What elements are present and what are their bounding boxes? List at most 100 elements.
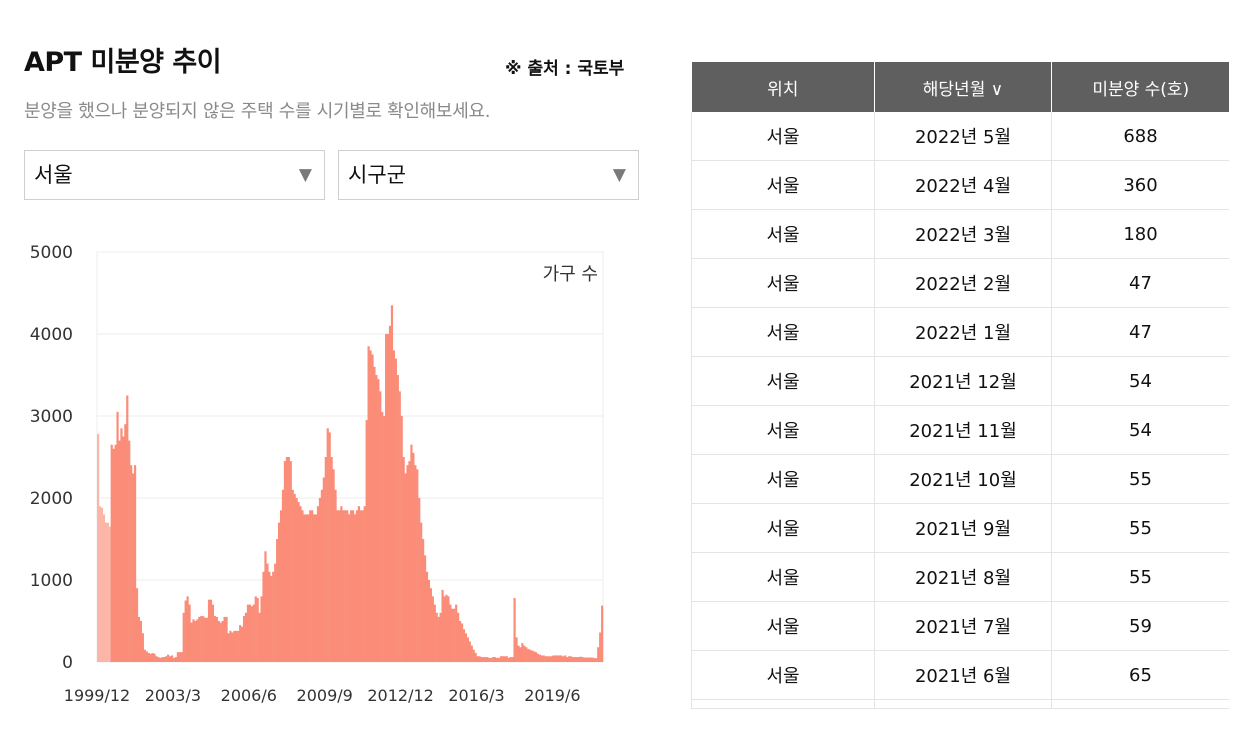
table-cell: 서울 [691, 307, 875, 357]
bar [581, 657, 584, 662]
bar [239, 625, 242, 662]
chart-bars [97, 305, 604, 662]
bar [149, 653, 152, 662]
bar [198, 616, 201, 662]
bar [476, 656, 479, 662]
bar [248, 604, 251, 662]
bar [313, 514, 316, 662]
bar [272, 571, 275, 662]
x-tick-label: 2003/3 [145, 686, 201, 705]
bar [281, 489, 285, 662]
bar [402, 457, 405, 662]
bar [385, 334, 388, 662]
bar [569, 656, 573, 662]
bar [507, 657, 510, 662]
x-tick-label: 2006/6 [221, 686, 277, 705]
bar [359, 510, 362, 662]
bar [229, 630, 232, 662]
bar [231, 632, 234, 662]
bar [260, 596, 263, 662]
bar [425, 571, 429, 662]
bar [237, 630, 240, 662]
bar [147, 652, 150, 662]
bar [422, 539, 425, 662]
table-row: 서울 2022년 4월 360 [691, 160, 1229, 210]
bar [204, 617, 207, 662]
bar [130, 465, 133, 662]
bar [453, 608, 456, 662]
bar [437, 616, 440, 662]
bar [291, 489, 294, 662]
bar [159, 657, 162, 662]
bar [404, 473, 407, 662]
table-cell: 54 [1051, 356, 1229, 406]
bar [227, 633, 230, 662]
bar [593, 658, 596, 662]
table-cell: 서울 [691, 258, 875, 308]
bar [118, 440, 121, 662]
bar [466, 637, 469, 662]
bar [412, 452, 415, 662]
bar [336, 510, 339, 662]
bar [398, 391, 401, 662]
bar [132, 473, 135, 662]
bar [141, 633, 144, 662]
table-cell: 서울 [691, 699, 875, 708]
bar [348, 514, 351, 662]
bar [143, 649, 146, 662]
bar [202, 616, 205, 662]
table-cell: 2022년 5월 [874, 112, 1052, 161]
bar [431, 596, 434, 662]
table-row: 서울 2022년 3월 180 [691, 209, 1229, 259]
bar [213, 616, 216, 662]
bar [509, 657, 512, 662]
region-select[interactable]: 서울 ▼ [24, 150, 325, 200]
bar [303, 514, 306, 662]
bar [128, 440, 131, 662]
bar [120, 428, 123, 662]
table-cell [1051, 699, 1229, 708]
bar [408, 461, 411, 662]
bar [264, 551, 267, 662]
bar [108, 526, 111, 662]
bar [527, 648, 530, 662]
bar [495, 657, 499, 662]
bar [542, 655, 545, 662]
table-cell: 47 [1051, 307, 1229, 357]
bar [188, 604, 191, 662]
bar [457, 612, 460, 662]
bar [244, 612, 248, 662]
bar [589, 657, 592, 662]
bar [447, 596, 450, 662]
bar [126, 395, 129, 662]
bar [124, 424, 127, 662]
bar [135, 588, 139, 662]
bar [104, 522, 107, 662]
bar [361, 510, 364, 662]
table-cell: 2022년 3월 [874, 209, 1052, 259]
sort-header-date[interactable]: 해당년월 ∨ [874, 62, 1052, 112]
bar [548, 656, 551, 662]
table-cell: 2022년 4월 [874, 160, 1052, 210]
bar [497, 657, 501, 662]
bar [242, 616, 246, 662]
table-cell: 2022년 1월 [874, 307, 1052, 357]
bar [503, 656, 506, 662]
bar [575, 657, 578, 662]
bar [167, 654, 170, 662]
table-cell: 서울 [691, 405, 875, 455]
district-select[interactable]: 시구군 ▼ [338, 150, 639, 200]
y-tick-label: 4000 [30, 325, 73, 345]
bar [233, 630, 236, 662]
bar [176, 652, 179, 662]
bar [165, 656, 168, 662]
bar [215, 616, 218, 662]
bar [153, 653, 156, 662]
bar [601, 605, 604, 662]
region-select-value: 서울 [34, 163, 73, 187]
bar [511, 657, 514, 662]
bar [225, 616, 228, 662]
bar [289, 461, 292, 662]
bar [567, 656, 571, 662]
bar [560, 655, 563, 662]
